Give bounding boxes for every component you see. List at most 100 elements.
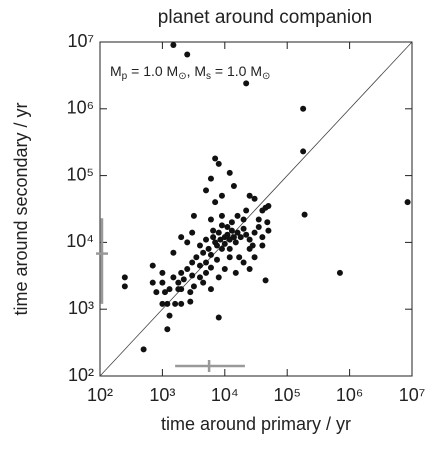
- data-point: [240, 216, 247, 223]
- data-point: [166, 286, 173, 293]
- y-tick-label: 10⁶: [67, 98, 94, 118]
- data-point: [189, 229, 196, 236]
- data-point: [178, 269, 185, 276]
- data-point: [196, 242, 203, 249]
- data-point: [200, 249, 207, 256]
- data-point: [161, 289, 168, 296]
- data-point: [232, 269, 239, 276]
- x-tick-label: 10⁷: [399, 385, 426, 405]
- data-point: [180, 276, 187, 283]
- data-point: [190, 283, 197, 290]
- plot-frame: [99, 41, 413, 377]
- y-tick-label: 10³: [68, 298, 94, 318]
- data-point: [230, 182, 237, 189]
- data-point: [262, 277, 269, 284]
- data-point: [404, 199, 411, 206]
- data-point: [217, 236, 224, 243]
- data-point: [236, 254, 243, 261]
- data-point: [218, 245, 225, 252]
- data-point: [251, 254, 258, 261]
- data-point: [170, 274, 177, 281]
- data-point: [300, 148, 307, 155]
- data-point: [178, 300, 185, 307]
- identity-line: [99, 41, 413, 377]
- data-point: [187, 289, 194, 296]
- data-point: [243, 80, 250, 87]
- data-point: [184, 239, 191, 246]
- data-point: [178, 234, 185, 241]
- data-point: [251, 229, 258, 236]
- data-point: [190, 212, 197, 219]
- data-point: [193, 254, 200, 261]
- annotation-subscript: ⊙: [178, 71, 186, 82]
- y-tick-label: 10²: [68, 365, 94, 385]
- data-point: [170, 249, 177, 256]
- data-point: [159, 300, 166, 307]
- data-point: [203, 236, 210, 243]
- data-point: [300, 105, 307, 112]
- data-point: [243, 207, 250, 214]
- x-tick-label: 10⁵: [273, 385, 300, 405]
- data-point: [226, 245, 233, 252]
- data-point: [226, 254, 233, 261]
- data-point: [189, 259, 196, 266]
- data-point: [336, 269, 343, 276]
- data-point: [166, 312, 173, 319]
- data-point: [218, 212, 225, 219]
- data-point: [149, 279, 156, 286]
- chart-title: planet around companion: [158, 7, 372, 28]
- data-point: [121, 283, 128, 290]
- data-point: [218, 192, 225, 199]
- data-point: [200, 279, 207, 286]
- data-point: [175, 279, 182, 286]
- data-point: [221, 240, 228, 247]
- data-point: [215, 274, 222, 281]
- data-point: [207, 286, 214, 293]
- data-point: [178, 286, 185, 293]
- data-point: [246, 245, 253, 252]
- data-point: [140, 346, 147, 353]
- data-point: [230, 234, 237, 241]
- data-point: [153, 289, 160, 296]
- annotation-text: M: [110, 63, 122, 79]
- annotation-text: = 1.0 M: [127, 63, 178, 79]
- data-point: [228, 219, 235, 226]
- data-point: [189, 272, 196, 279]
- annotation-text: = 1.0 M: [211, 63, 262, 79]
- annotation-text: , M: [187, 63, 206, 79]
- data-point: [246, 236, 253, 243]
- annotation-subscript: s: [206, 71, 211, 82]
- data-point: [224, 224, 231, 231]
- data-point: [251, 195, 258, 202]
- data-point: [215, 160, 222, 167]
- data-point: [221, 265, 228, 272]
- data-point: [187, 298, 194, 305]
- annotation-subscript: p: [122, 71, 128, 82]
- data-point: [184, 51, 191, 58]
- data-point: [203, 259, 210, 266]
- data-point: [212, 155, 219, 162]
- data-point: [172, 300, 179, 307]
- data-point: [218, 222, 225, 229]
- x-axis-label: time around primary / yr: [161, 414, 351, 434]
- data-point: [234, 229, 241, 236]
- annotation-subscript: ⊙: [262, 71, 270, 82]
- data-point: [226, 169, 233, 176]
- data-point: [207, 251, 214, 258]
- data-point: [207, 175, 214, 182]
- data-point: [237, 234, 244, 241]
- x-tick-label: 10³: [149, 385, 175, 405]
- data-point: [207, 216, 214, 223]
- data-point: [259, 234, 266, 241]
- data-point: [255, 224, 262, 231]
- y-tick-label: 10⁴: [66, 231, 94, 251]
- data-point: [243, 231, 250, 238]
- data-point: [246, 192, 253, 199]
- x-tick-label: 10⁶: [336, 385, 363, 405]
- x-tick-label: 10⁴: [211, 385, 239, 405]
- data-point: [215, 229, 222, 236]
- data-point: [264, 219, 271, 226]
- data-point: [228, 227, 235, 234]
- data-point: [232, 239, 239, 246]
